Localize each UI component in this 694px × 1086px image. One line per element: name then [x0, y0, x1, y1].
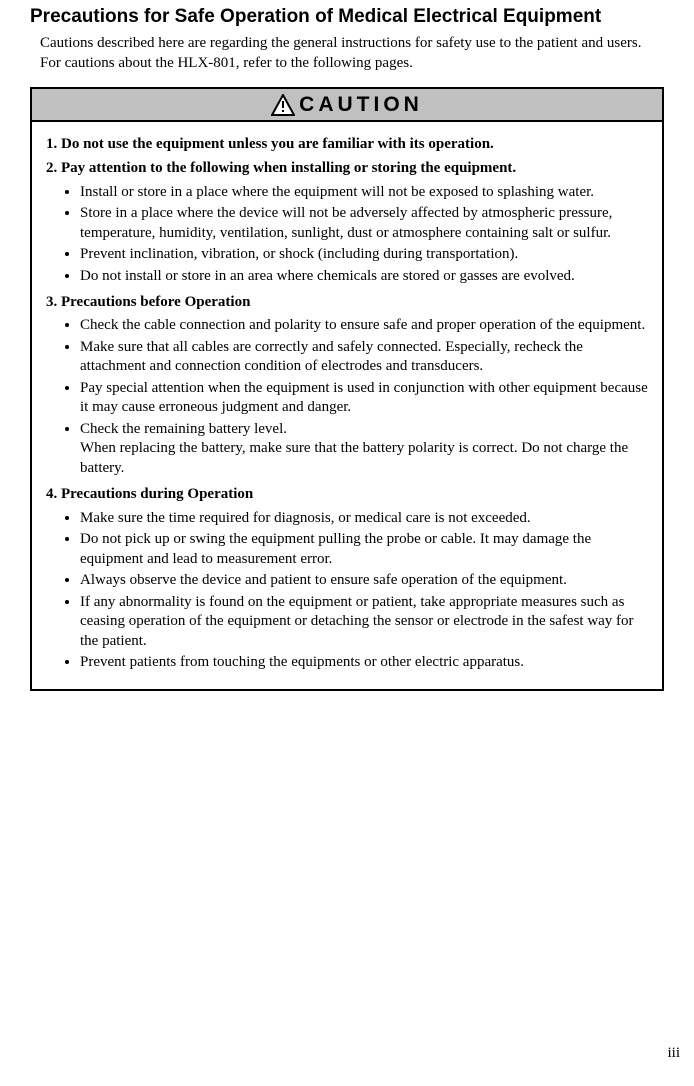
bullet-item: Store in a place where the device will n…	[80, 204, 648, 243]
bullet-list: Make sure the time required for diagnosi…	[46, 509, 648, 673]
section-heading: 3. Precautions before Operation	[46, 292, 648, 312]
caution-body: 1. Do not use the equipment unless you a…	[32, 122, 662, 689]
bullet-list: Check the cable connection and polarity …	[46, 316, 648, 478]
caution-label: CAUTION	[299, 93, 423, 117]
bullet-item: Make sure the time required for diagnosi…	[80, 509, 648, 529]
page-title: Precautions for Safe Operation of Medica…	[30, 6, 664, 28]
bullet-item: Check the cable connection and polarity …	[80, 316, 648, 336]
page: Precautions for Safe Operation of Medica…	[0, 0, 694, 1066]
bullet-item: If any abnormality is found on the equip…	[80, 593, 648, 652]
bullet-item: Always observe the device and patient to…	[80, 571, 648, 591]
bullet-item: Prevent patients from touching the equip…	[80, 653, 648, 673]
section-heading: 2. Pay attention to the following when i…	[46, 158, 648, 178]
caution-header: CAUTION	[32, 89, 662, 122]
bullet-list: Install or store in a place where the eq…	[46, 183, 648, 287]
bullet-item: Check the remaining battery level.When r…	[80, 420, 648, 479]
bullet-item: Do not pick up or swing the equipment pu…	[80, 530, 648, 569]
bullet-item: Make sure that all cables are correctly …	[80, 338, 648, 377]
bullet-item: Prevent inclination, vibration, or shock…	[80, 245, 648, 265]
bullet-item: Pay special attention when the equipment…	[80, 379, 648, 418]
section-heading: 1. Do not use the equipment unless you a…	[46, 134, 648, 154]
warning-triangle-icon	[271, 94, 295, 116]
caution-box: CAUTION 1. Do not use the equipment unle…	[30, 87, 664, 691]
bullet-item: Do not install or store in an area where…	[80, 267, 648, 287]
section-heading: 4. Precautions during Operation	[46, 484, 648, 504]
page-number: iii	[667, 1045, 680, 1062]
bullet-item: Install or store in a place where the eq…	[80, 183, 648, 203]
intro-paragraph: Cautions described here are regarding th…	[40, 34, 664, 73]
